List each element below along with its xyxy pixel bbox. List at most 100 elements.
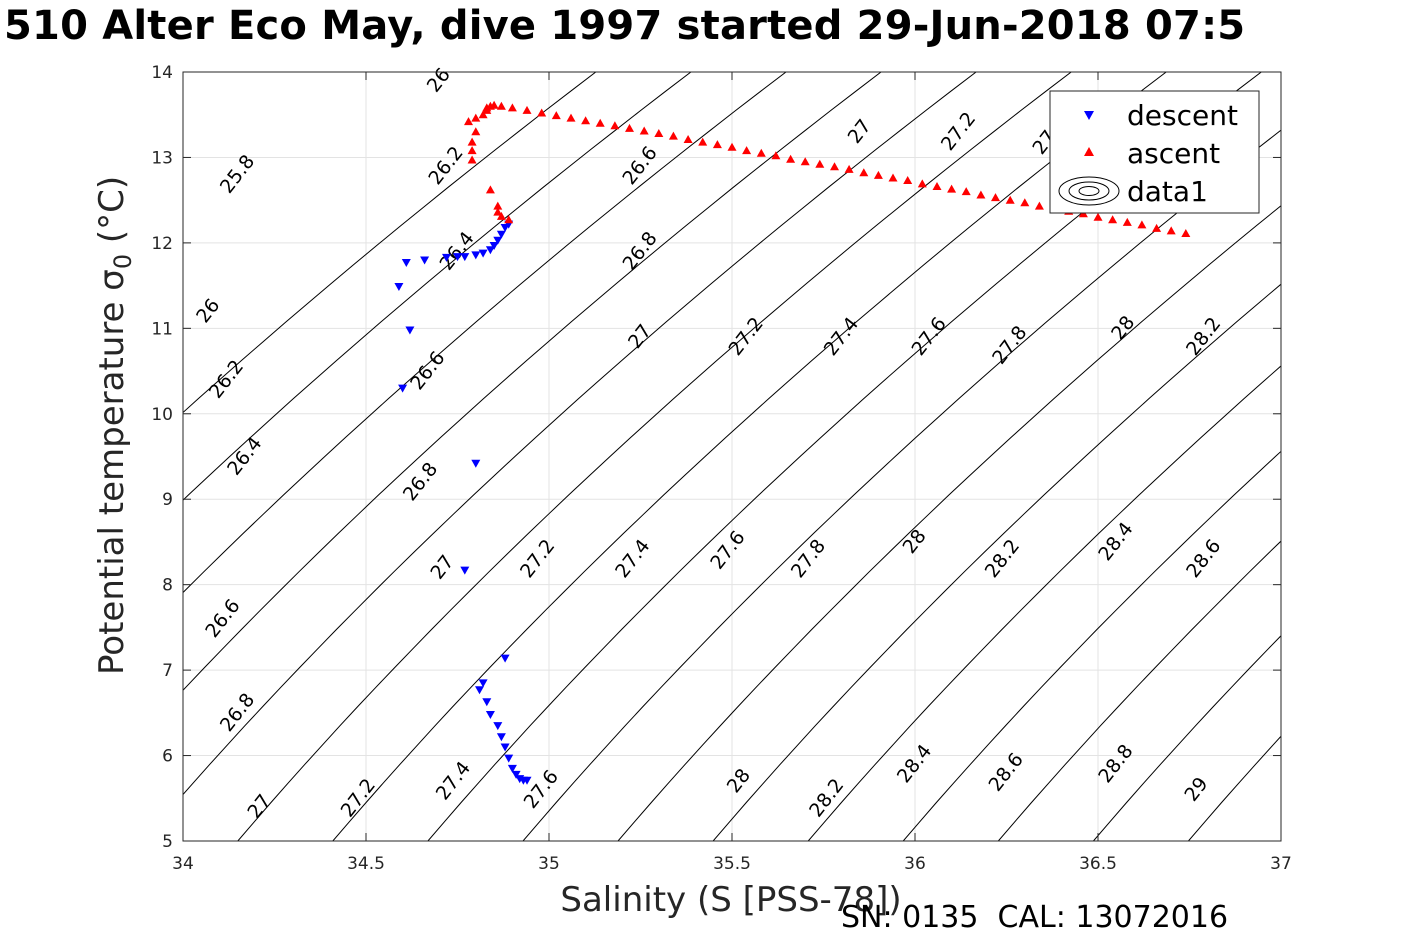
ascent-point [464, 117, 473, 126]
ascent-point [1005, 195, 1015, 204]
ascent-point [683, 135, 693, 143]
ascent-point [493, 207, 503, 216]
contour-line [997, 540, 1281, 841]
descent-point [493, 236, 503, 245]
x-tick-label: 35 [538, 854, 560, 874]
ascent-point [1093, 212, 1103, 221]
ascent-point [991, 193, 1000, 202]
ascent-point [771, 151, 781, 160]
descent-point [460, 253, 470, 262]
ascent-point [467, 146, 477, 155]
ascent-point [1137, 220, 1147, 229]
ascent-point [873, 170, 883, 179]
legend-descent-label: descent [1127, 99, 1238, 132]
contour-line [183, 72, 977, 796]
ascent-point [551, 111, 561, 120]
descent-point [471, 251, 481, 260]
contour-line [183, 72, 692, 501]
contour-line [332, 72, 1167, 841]
descent-point [460, 566, 470, 575]
x-tick-label: 34 [172, 854, 194, 874]
contour-line [183, 72, 882, 692]
x-tick-label: 36 [904, 854, 926, 874]
ascent-point [467, 137, 477, 146]
y-axis-label-main: Potential temperature σ [92, 269, 132, 675]
y-axis-label-subscript: 0 [108, 253, 137, 270]
ascent-point [581, 116, 591, 125]
descent-point [478, 249, 488, 258]
ascent-point [742, 146, 752, 155]
y-tick-label: 13 [151, 148, 173, 168]
ascent-point [1181, 229, 1191, 237]
ascent-point [932, 182, 942, 190]
descent-point [489, 242, 499, 250]
ascent-point [1108, 215, 1118, 224]
ascent-point [489, 100, 499, 109]
ascent-point [522, 105, 532, 114]
axis-ticks: 34 34.5 35 35.5 36 36.5 37 5 6 7 8 9 10 11 12 13 14 [151, 63, 1291, 874]
ascent-point [496, 211, 506, 220]
x-tick-label: 35.5 [713, 854, 751, 874]
descent-point [511, 770, 521, 779]
ascent-point [786, 154, 796, 163]
descent-point [500, 654, 510, 663]
ascent-point [507, 103, 517, 112]
ascent-point [485, 185, 495, 194]
x-axis-label: Salinity (S [PSS-78]) [560, 880, 902, 920]
contour-line [183, 72, 787, 594]
ascent-point [639, 126, 649, 135]
descent-point [500, 743, 510, 752]
legend-contour-icon [1058, 176, 1120, 206]
ascent-point [654, 129, 664, 137]
descent-point [453, 253, 462, 262]
ascent-point [1034, 201, 1044, 210]
ascent-point [1020, 198, 1030, 207]
y-tick-label: 9 [162, 490, 173, 510]
serial-calibration-footer: SN: 0135 CAL: 13072016 [841, 900, 1229, 935]
y-axis-label-unit: (°C) [92, 175, 132, 254]
ascent-point [903, 176, 913, 184]
y-tick-label: 10 [151, 405, 173, 425]
ascent-point [712, 140, 722, 149]
legend-ascent-label: ascent [1127, 137, 1220, 170]
legend: descent ascent data1 [1049, 90, 1260, 214]
ascent-point [1152, 223, 1162, 232]
contour-line [807, 365, 1281, 841]
y-tick-label: 7 [162, 661, 173, 681]
ascent-point [471, 113, 481, 122]
x-tick-label: 36.5 [1079, 854, 1117, 874]
ascent-point [537, 108, 547, 117]
descent-point [442, 253, 451, 262]
ascent-point [800, 157, 810, 166]
ascent-point [830, 162, 839, 171]
descent-point [478, 679, 488, 688]
legend-contour-label: data1 [1127, 175, 1208, 208]
contour-line [1093, 635, 1281, 841]
descent-point [485, 246, 495, 255]
ascent-point [496, 101, 506, 110]
legend-ascent-marker [1084, 147, 1094, 156]
descent-point [475, 686, 484, 695]
contour-line [902, 450, 1281, 841]
ascent-point [478, 110, 488, 119]
descent-point [394, 283, 404, 291]
descent-point [507, 764, 517, 773]
ascent-point [610, 121, 620, 130]
descent-point [405, 326, 415, 335]
ascent-point [668, 131, 678, 140]
x-tick-label: 34.5 [347, 854, 385, 874]
ascent-point [888, 173, 898, 182]
ascent-point [467, 155, 477, 164]
descent-point [496, 733, 506, 742]
x-tick-label: 37 [1270, 854, 1292, 874]
y-tick-label: 8 [162, 576, 173, 596]
contour-line [712, 283, 1281, 841]
ascent-point [976, 190, 986, 199]
descent-point [401, 259, 411, 267]
descent-point [496, 230, 506, 239]
contour-line [237, 72, 1072, 841]
ascent-point [698, 137, 708, 146]
ascent-point [815, 159, 825, 168]
y-tick-label: 14 [151, 63, 173, 83]
